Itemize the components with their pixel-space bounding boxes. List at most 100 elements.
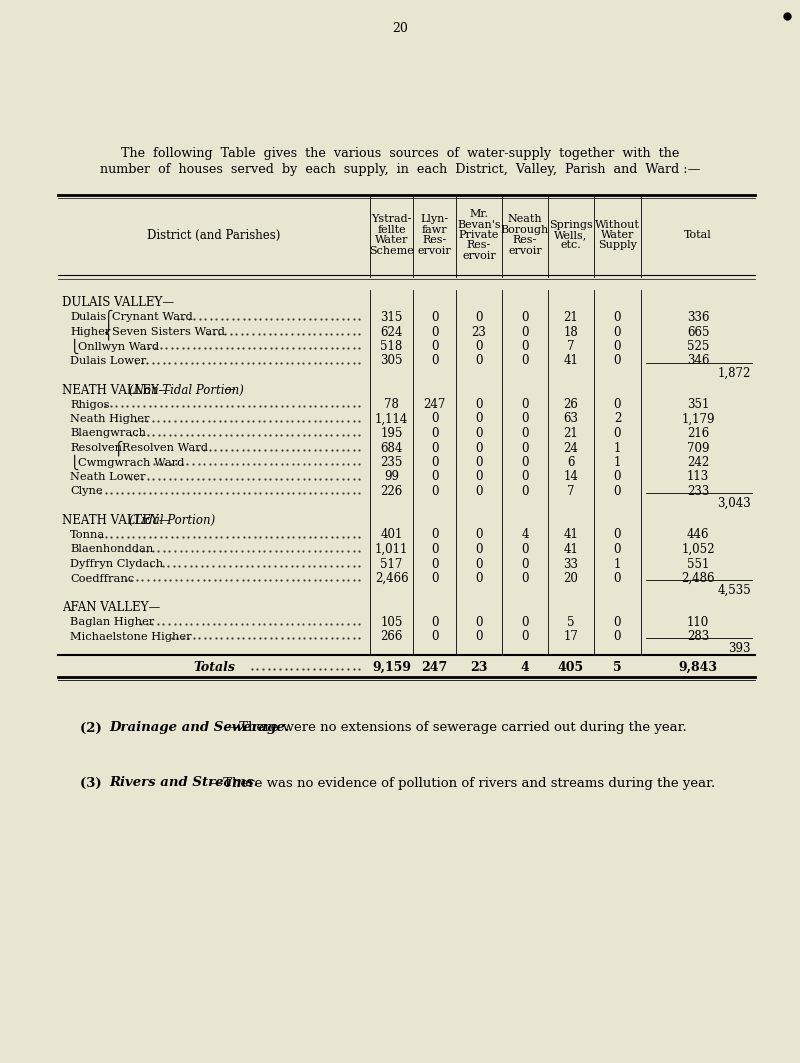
Text: number  of  houses  served  by  each  supply,  in  each  District,  Valley,  Par: number of houses served by each supply, …: [100, 164, 700, 176]
Text: (3): (3): [80, 776, 111, 790]
Text: 0: 0: [475, 630, 482, 643]
Text: 247: 247: [422, 661, 448, 674]
Text: Rhigos: Rhigos: [70, 400, 110, 409]
Text: 4: 4: [521, 661, 530, 674]
Text: 0: 0: [430, 427, 438, 440]
Text: Llyn-: Llyn-: [421, 215, 449, 224]
Text: Cwmgwrach Ward: Cwmgwrach Ward: [78, 457, 184, 468]
Text: 0: 0: [475, 340, 482, 353]
Text: 7: 7: [567, 485, 574, 497]
Text: 0: 0: [614, 630, 622, 643]
Text: 4,535: 4,535: [718, 584, 751, 597]
Text: 21: 21: [564, 427, 578, 440]
Text: 0: 0: [614, 340, 622, 353]
Text: 0: 0: [430, 543, 438, 556]
Text: 0: 0: [522, 354, 529, 368]
Text: 446: 446: [686, 528, 710, 541]
Text: 2,466: 2,466: [374, 572, 408, 585]
Text: 0: 0: [430, 485, 438, 497]
Text: 41: 41: [563, 528, 578, 541]
Text: 0: 0: [475, 427, 482, 440]
Text: 551: 551: [687, 557, 709, 571]
Text: Neath Lower: Neath Lower: [70, 472, 146, 482]
Text: 1,872: 1,872: [718, 367, 751, 379]
Text: 233: 233: [687, 485, 709, 497]
Text: 0: 0: [614, 398, 622, 411]
Text: 0: 0: [614, 471, 622, 484]
Text: Mr.: Mr.: [470, 209, 489, 219]
Text: —There were no extensions of sewerage carried out during the year.: —There were no extensions of sewerage ca…: [226, 722, 686, 735]
Text: 525: 525: [687, 340, 709, 353]
Text: ⎨: ⎨: [104, 324, 113, 340]
Text: 0: 0: [430, 354, 438, 368]
Text: 0: 0: [614, 528, 622, 541]
Text: (2): (2): [80, 722, 111, 735]
Text: Tonna: Tonna: [70, 530, 106, 540]
Text: 0: 0: [475, 543, 482, 556]
Text: 0: 0: [475, 471, 482, 484]
Text: District (and Parishes): District (and Parishes): [147, 229, 281, 241]
Text: AFAN VALLEY—: AFAN VALLEY—: [62, 601, 160, 614]
Text: 247: 247: [423, 398, 446, 411]
Text: 0: 0: [430, 456, 438, 469]
Text: 195: 195: [380, 427, 402, 440]
Text: 0: 0: [522, 572, 529, 585]
Text: (Tidal Portion): (Tidal Portion): [129, 514, 215, 527]
Text: 0: 0: [475, 528, 482, 541]
Text: Without: Without: [595, 219, 640, 230]
Text: 665: 665: [686, 325, 710, 338]
Text: 0: 0: [522, 630, 529, 643]
Text: 20: 20: [392, 21, 408, 34]
Text: Michaelstone Higher: Michaelstone Higher: [70, 631, 192, 641]
Text: NEATH VALLEY—: NEATH VALLEY—: [62, 514, 170, 527]
Text: 20: 20: [563, 572, 578, 585]
Text: 346: 346: [686, 354, 710, 368]
Text: Drainage and Sewerage.: Drainage and Sewerage.: [109, 722, 290, 735]
Text: 105: 105: [380, 615, 402, 628]
Text: 0: 0: [614, 311, 622, 324]
Text: 517: 517: [380, 557, 402, 571]
Text: ervoir: ervoir: [508, 246, 542, 256]
Text: ⎩: ⎩: [70, 339, 79, 354]
Text: 405: 405: [558, 661, 584, 674]
Text: 110: 110: [687, 615, 709, 628]
Text: Neath Higher: Neath Higher: [70, 414, 150, 424]
Text: 1: 1: [614, 456, 621, 469]
Text: Clyne: Clyne: [70, 487, 102, 496]
Text: ⎩: ⎩: [70, 455, 79, 470]
Text: 1,179: 1,179: [682, 412, 714, 425]
Text: 0: 0: [522, 441, 529, 455]
Text: 0: 0: [614, 572, 622, 585]
Text: 21: 21: [564, 311, 578, 324]
Text: 4: 4: [522, 528, 529, 541]
Text: Baglan Higher: Baglan Higher: [70, 617, 154, 627]
Text: 0: 0: [475, 456, 482, 469]
Text: 242: 242: [687, 456, 709, 469]
Text: 0: 0: [522, 325, 529, 338]
Text: 41: 41: [563, 354, 578, 368]
Text: (Non-Tidal Portion): (Non-Tidal Portion): [129, 384, 244, 396]
Text: 6: 6: [567, 456, 574, 469]
Text: 401: 401: [380, 528, 402, 541]
Text: 336: 336: [686, 311, 710, 324]
Text: 23: 23: [470, 661, 488, 674]
Text: 2,486: 2,486: [682, 572, 714, 585]
Text: fawr: fawr: [422, 224, 447, 235]
Text: 78: 78: [384, 398, 399, 411]
Text: 0: 0: [430, 557, 438, 571]
Text: 351: 351: [687, 398, 709, 411]
Text: 23: 23: [471, 325, 486, 338]
Text: 0: 0: [614, 427, 622, 440]
Text: etc.: etc.: [561, 240, 582, 251]
Text: 226: 226: [380, 485, 402, 497]
Text: 0: 0: [430, 311, 438, 324]
Text: Resolven: Resolven: [70, 443, 122, 453]
Text: 1,011: 1,011: [375, 543, 408, 556]
Text: Dulais Lower: Dulais Lower: [70, 356, 146, 366]
Text: Totals: Totals: [193, 661, 235, 674]
Text: 0: 0: [614, 485, 622, 497]
Text: The  following  Table  gives  the  various  sources  of  water-supply  together : The following Table gives the various so…: [121, 147, 679, 159]
Text: 99: 99: [384, 471, 399, 484]
Text: 18: 18: [564, 325, 578, 338]
Text: 1: 1: [614, 557, 621, 571]
